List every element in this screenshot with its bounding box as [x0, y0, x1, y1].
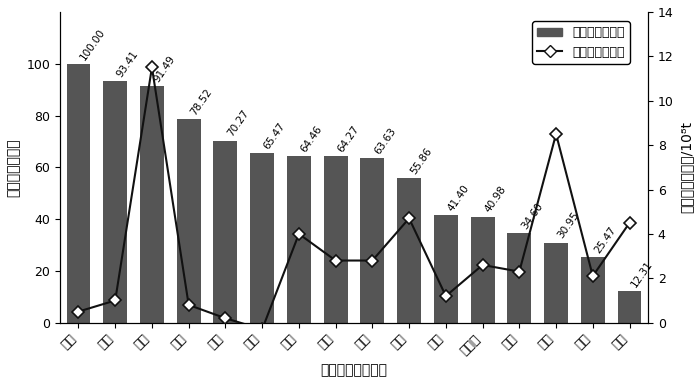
- Bar: [397, 178, 421, 323]
- Bar: [250, 153, 274, 323]
- Text: 64.46: 64.46: [299, 124, 324, 154]
- 碳排放权欠缺量: [258, 327, 267, 332]
- 碳排放权欠缺量: [405, 216, 413, 221]
- Bar: [287, 156, 311, 323]
- 碳排放权欠缺量: [478, 263, 486, 267]
- 碳排放权欠缺量: [368, 258, 377, 263]
- Text: 34.60: 34.60: [519, 201, 545, 231]
- Bar: [214, 141, 237, 323]
- Bar: [470, 217, 494, 323]
- Text: 30.95: 30.95: [556, 210, 581, 240]
- Text: 12.31: 12.31: [629, 258, 655, 289]
- 碳排放权欠缺量: [442, 294, 450, 298]
- Bar: [323, 156, 348, 323]
- 碳排放权欠缺量: [148, 65, 156, 70]
- 碳排放权欠缺量: [111, 298, 120, 303]
- Y-axis label: 碳排放权欠缺量/10⁸t: 碳排放权欠缺量/10⁸t: [679, 121, 693, 213]
- Legend: 碳减排潜力评估, 碳排放权欠缺量: 碳减排潜力评估, 碳排放权欠缺量: [533, 21, 630, 63]
- Y-axis label: 碳减排潜力评估: 碳减排潜力评估: [7, 138, 21, 197]
- 碳排放权欠缺量: [221, 316, 230, 321]
- Text: 100.00: 100.00: [78, 26, 107, 62]
- Text: 63.63: 63.63: [372, 126, 398, 156]
- 碳排放权欠缺量: [552, 132, 560, 136]
- Text: 55.86: 55.86: [409, 146, 435, 176]
- Bar: [66, 64, 90, 323]
- Text: 65.47: 65.47: [262, 121, 288, 151]
- Bar: [544, 243, 568, 323]
- Bar: [360, 158, 384, 323]
- Bar: [617, 291, 641, 323]
- Text: 78.52: 78.52: [189, 87, 214, 117]
- 碳排放权欠缺量: [625, 220, 634, 225]
- Text: 93.41: 93.41: [116, 48, 141, 79]
- 碳排放权欠缺量: [185, 303, 193, 307]
- Bar: [508, 233, 531, 323]
- Text: 91.49: 91.49: [152, 53, 177, 84]
- Text: 41.40: 41.40: [446, 183, 471, 214]
- Text: 70.27: 70.27: [225, 109, 251, 139]
- Bar: [176, 119, 201, 323]
- 碳排放权欠缺量: [295, 232, 303, 236]
- 碳排放权欠缺量: [74, 309, 83, 314]
- Text: 25.47: 25.47: [593, 224, 618, 255]
- Bar: [581, 257, 605, 323]
- Bar: [140, 86, 164, 323]
- 碳排放权欠缺量: [515, 269, 524, 274]
- 碳排放权欠缺量: [331, 258, 340, 263]
- Text: 64.27: 64.27: [335, 124, 361, 154]
- Bar: [104, 81, 127, 323]
- Text: 40.98: 40.98: [482, 184, 508, 215]
- Bar: [434, 215, 458, 323]
- 碳排放权欠缺量: [589, 274, 597, 278]
- X-axis label: 省（市、自治区）: 省（市、自治区）: [321, 363, 388, 377]
- Line: 碳排放权欠缺量: 碳排放权欠缺量: [74, 63, 634, 333]
